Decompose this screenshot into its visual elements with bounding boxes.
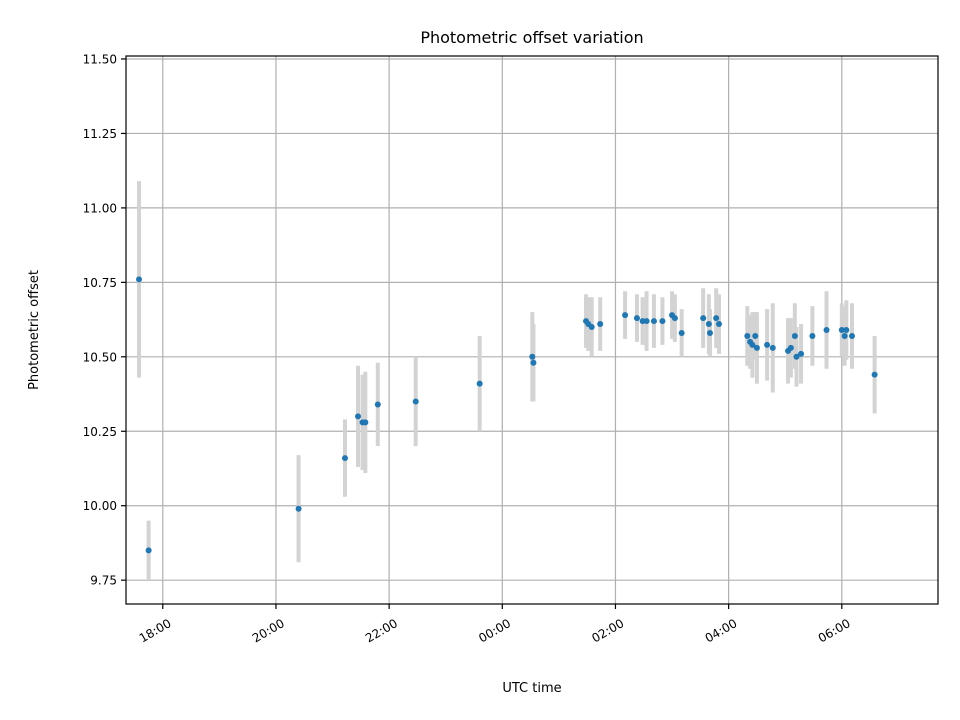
data-point: [678, 329, 685, 336]
data-point: [753, 344, 760, 351]
data-point: [716, 321, 723, 328]
data-point: [841, 332, 848, 339]
data-point: [412, 398, 419, 405]
data-point: [713, 315, 720, 322]
data-point: [848, 332, 855, 339]
data-point: [706, 329, 713, 336]
data-point: [355, 413, 361, 420]
plot-frame: [125, 55, 939, 605]
data-point: [633, 315, 640, 322]
data-points: [136, 276, 878, 554]
y-tick-label: 11.50: [83, 52, 117, 66]
data-point: [659, 318, 666, 325]
data-point: [843, 327, 850, 333]
y-tick-label: 10.75: [83, 276, 117, 290]
data-point: [145, 547, 152, 554]
data-point: [588, 324, 595, 331]
data-point: [700, 315, 707, 322]
data-point: [622, 312, 629, 319]
data-point: [529, 353, 536, 360]
data-point: [798, 350, 805, 357]
data-point: [764, 341, 771, 348]
data-point: [809, 332, 816, 339]
y-axis: 9.75 10.00 10.25 10.50 10.75 11.00 11.25 11.50: [83, 52, 126, 588]
data-point: [650, 318, 657, 325]
y-tick-label: 9.75: [90, 574, 117, 588]
data-point: [476, 380, 483, 387]
data-point: [838, 327, 845, 333]
data-point: [643, 318, 650, 325]
y-tick-label: 11.25: [83, 127, 117, 141]
data-point: [793, 353, 800, 360]
data-point: [787, 344, 794, 351]
data-point: [530, 359, 537, 366]
data-point: [597, 321, 604, 328]
data-point: [791, 332, 798, 339]
data-point: [705, 321, 712, 328]
data-point: [749, 341, 756, 348]
y-tick-label: 10.50: [83, 350, 117, 364]
data-point: [752, 332, 759, 339]
y-tick-label: 10.00: [83, 499, 117, 513]
data-point: [769, 344, 776, 351]
data-point: [295, 505, 302, 512]
data-point: [362, 419, 369, 426]
data-point: [871, 371, 878, 378]
data-point: [671, 315, 678, 322]
chart-title: Photometric offset variation: [420, 28, 643, 47]
data-point: [744, 332, 751, 339]
y-axis-label: Photometric offset: [27, 270, 42, 390]
x-axis-label: UTC time: [502, 681, 561, 696]
data-point: [341, 455, 348, 462]
data-point: [374, 401, 381, 408]
y-tick-label: 10.25: [83, 425, 117, 439]
y-tick-label: 11.00: [83, 201, 117, 215]
data-point: [823, 327, 830, 333]
data-point: [136, 276, 143, 283]
